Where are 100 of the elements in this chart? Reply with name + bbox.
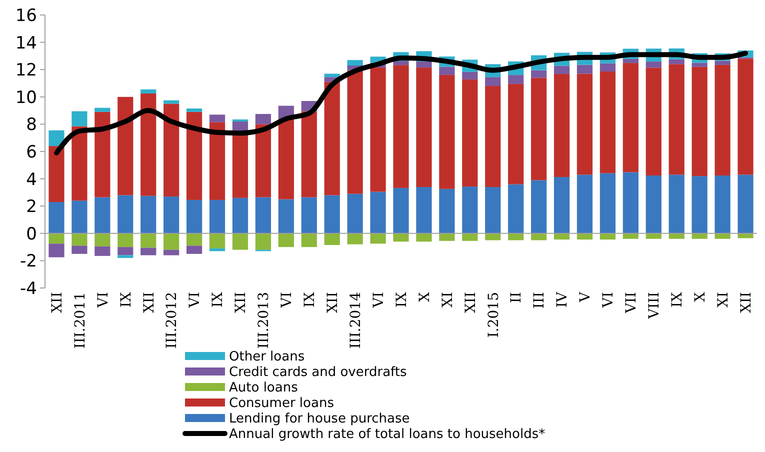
bar (692, 66, 708, 176)
bar (186, 112, 202, 200)
bar (439, 66, 455, 75)
x-tick-label: XII (738, 292, 754, 314)
bar (347, 233, 363, 244)
bar (714, 176, 730, 234)
bar (439, 233, 455, 241)
bar (347, 194, 363, 234)
x-tick-label: IX (394, 292, 410, 308)
bar (439, 74, 455, 189)
bar (530, 70, 547, 78)
bar (622, 233, 638, 239)
bar (692, 176, 708, 234)
x-tick-label: X (416, 292, 433, 302)
bar (508, 75, 524, 84)
y-tick-label: 10 (15, 88, 37, 108)
bar (209, 248, 226, 252)
bar (118, 255, 134, 258)
bar (72, 246, 88, 254)
bar (554, 66, 570, 74)
bar (140, 89, 156, 94)
legend-label: Credit cards and overdrafts (229, 365, 407, 380)
bar (393, 65, 409, 188)
bar (714, 233, 730, 239)
bar (255, 233, 272, 250)
bar (416, 233, 432, 242)
x-tick-label: III.2011 (72, 292, 88, 349)
x-tick-label: IX (210, 292, 226, 308)
x-tick-label: VI (370, 292, 387, 309)
bar (668, 174, 684, 234)
bar (94, 108, 110, 112)
bar (393, 61, 409, 66)
bar (164, 233, 180, 250)
bar (48, 202, 64, 234)
bar (347, 70, 363, 194)
y-tick-label: 8 (26, 115, 37, 136)
bar (118, 195, 134, 234)
bar (530, 180, 547, 234)
bar (668, 64, 684, 175)
x-tick-label: IX (302, 292, 318, 308)
bar (508, 184, 524, 234)
x-tick-label: III (532, 292, 548, 309)
x-tick-label: XI (715, 292, 732, 308)
bar (255, 124, 272, 198)
bar (164, 250, 180, 256)
y-tick-label: -2 (20, 252, 37, 272)
bar (485, 186, 501, 234)
bar (140, 196, 156, 234)
bar (462, 186, 478, 234)
bar (186, 200, 202, 234)
x-tick-label: VI (187, 292, 204, 309)
bar (646, 68, 662, 176)
legend-label: Auto loans (229, 380, 298, 396)
bar (255, 114, 272, 124)
bar (393, 233, 409, 242)
bar (324, 82, 340, 196)
bar (48, 244, 64, 258)
y-tick-label: 6 (26, 142, 37, 162)
bar (209, 200, 226, 234)
y-tick-label: -4 (20, 278, 37, 299)
x-tick-label: XII (233, 292, 250, 314)
bar (186, 108, 202, 112)
bar (485, 77, 501, 86)
bar (94, 233, 110, 246)
bar (164, 104, 180, 197)
x-tick-label: III.2014 (348, 292, 364, 349)
bar (416, 68, 432, 187)
x-tick-label: IX (118, 292, 134, 308)
bar (94, 246, 110, 256)
bar (738, 58, 754, 175)
bar (324, 74, 340, 78)
bar (576, 174, 593, 234)
x-tick-label: III.2013 (256, 292, 272, 349)
bar (278, 118, 294, 200)
bar (278, 199, 294, 234)
bar (692, 62, 708, 67)
x-tick-label: II (508, 292, 525, 304)
bar (232, 198, 248, 234)
x-tick-label: IX (670, 292, 686, 308)
bar (347, 60, 363, 66)
bar (600, 63, 616, 72)
bar (508, 84, 524, 184)
bar (186, 233, 202, 246)
bar (278, 233, 294, 248)
y-tick-label: 4 (26, 170, 37, 190)
bar (370, 68, 386, 192)
x-tick-label: X (692, 292, 708, 302)
bar (48, 146, 64, 202)
x-tick-label: III.2012 (164, 292, 180, 349)
legend-label: Other loans (229, 350, 305, 365)
bar (622, 63, 638, 172)
bar (140, 233, 156, 248)
bar (140, 93, 156, 196)
legend-label: Lending for house purchase (229, 412, 410, 427)
bar (370, 233, 386, 244)
bar (118, 247, 134, 256)
bar (692, 233, 708, 239)
x-tick-label: I.2015 (486, 292, 502, 338)
legend-label: Consumer loans (229, 396, 334, 412)
x-tick-label: VI (95, 292, 112, 309)
